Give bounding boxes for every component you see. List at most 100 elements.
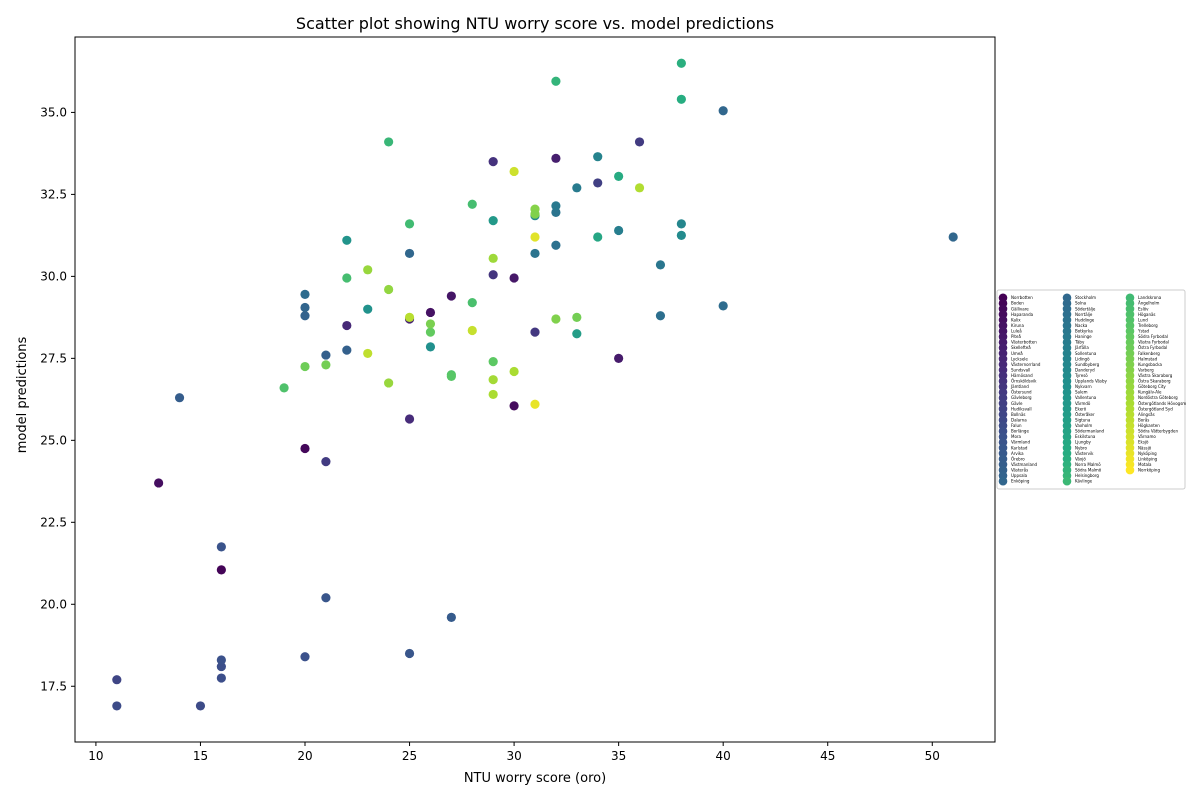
legend-label: Danderyd [1075, 367, 1095, 372]
legend-label: Kungsbacka [1138, 362, 1163, 367]
legend-label: Nacka [1075, 323, 1088, 328]
legend-label: Östersund [1011, 390, 1032, 395]
legend-label: Nyköping [1138, 451, 1157, 456]
data-point [530, 209, 540, 219]
legend-label: Eskilstuna [1075, 434, 1096, 439]
legend-label: Höganäs [1138, 312, 1156, 317]
data-point [112, 675, 122, 685]
data-point [572, 329, 582, 339]
legend-label: Örnsköldsvik [1011, 379, 1037, 384]
data-point [404, 312, 415, 322]
legend-label: Bollnäs [1011, 412, 1025, 417]
data-point [384, 378, 394, 388]
data-point [425, 327, 436, 337]
legend-label: Västmanland [1011, 462, 1038, 467]
data-point [195, 701, 206, 711]
legend-label: Halmstad [1138, 356, 1158, 361]
y-tick-label: 22.5 [40, 515, 67, 529]
x-tick-label: 15 [193, 749, 208, 763]
legend-label: Lidingö [1075, 356, 1090, 361]
legend-label: Sigtuna [1075, 417, 1091, 422]
data-point [154, 478, 164, 488]
legend-marker [998, 476, 1008, 486]
legend-label: Landskrona [1138, 295, 1162, 300]
x-tick-label: 20 [297, 749, 312, 763]
legend-label: Västerbotten [1011, 340, 1037, 345]
data-point [488, 389, 498, 400]
y-tick-label: 17.5 [40, 679, 67, 693]
legend-label: Örebro [1011, 456, 1025, 461]
x-tick-label: 40 [716, 749, 731, 763]
legend-label: Västerås [1011, 468, 1028, 473]
data-point [718, 301, 728, 311]
x-axis: 10 15 20 25 30 35 40 45 50 [88, 742, 940, 763]
legend-label: Södra Malmö [1075, 468, 1102, 473]
data-point [593, 178, 603, 188]
legend-label: Solna [1075, 301, 1087, 306]
legend-label: Norrtälje [1075, 312, 1093, 317]
legend-label: Norra Malmö [1075, 462, 1101, 467]
data-point [216, 661, 226, 672]
data-point [593, 152, 603, 162]
data-point [404, 414, 415, 424]
legend-label: Skellefteå [1011, 345, 1031, 350]
legend-label: Ljungby [1075, 440, 1091, 445]
legend-label: Borås [1138, 417, 1149, 422]
legend-label: Östra Fyrbodal [1138, 345, 1167, 350]
data-point [300, 652, 310, 662]
legend-label: Södra Fyrbodal [1138, 334, 1168, 339]
legend-label: Norrbotten [1011, 295, 1033, 300]
legend-label: Sollentuna [1075, 351, 1097, 356]
legend-label: Värnamo [1138, 434, 1156, 439]
data-point [446, 612, 456, 622]
data-point [300, 361, 310, 372]
data-point [551, 153, 561, 163]
x-tick-label: 35 [611, 749, 626, 763]
data-point [425, 307, 436, 318]
legend-label: Trelleborg [1137, 323, 1158, 328]
data-point [634, 183, 645, 193]
data-point [509, 166, 519, 177]
legend-frame [996, 289, 1186, 490]
legend-label: Nordöstra Göteborg [1138, 395, 1178, 400]
data-point [342, 235, 352, 245]
legend-label: Norrköping [1138, 468, 1160, 473]
data-point [112, 701, 122, 711]
y-tick-label: 25.0 [40, 433, 67, 447]
data-point [488, 375, 498, 385]
legend-label: Österåker [1075, 412, 1095, 417]
data-point [216, 565, 226, 575]
legend-label: Vallentuna [1075, 395, 1097, 400]
data-point [446, 291, 456, 301]
data-point [300, 289, 310, 300]
y-tick-label: 32.5 [40, 187, 67, 201]
plot-area [74, 36, 996, 743]
data-point [614, 353, 624, 363]
data-point [467, 199, 477, 209]
legend-label: Västernorrland [1011, 362, 1041, 367]
data-point [676, 230, 686, 240]
data-point [488, 253, 498, 263]
x-axis-label: NTU worry score (oro) [464, 771, 606, 786]
y-axis: 17.5 20.0 22.5 25.0 27.5 30.0 32.5 35.0 [40, 105, 75, 693]
legend-label: Falun [1011, 423, 1022, 428]
legend-item: Kävlinge [1062, 476, 1093, 486]
legend-label: Sundsvall [1011, 367, 1030, 372]
legend: NorrbottenBodenGällivareHaparandaKalixKi… [996, 289, 1186, 490]
legend-label: Stockholm [1075, 295, 1096, 300]
data-point [572, 183, 582, 193]
legend-label: Ängelholm [1138, 301, 1159, 306]
legend-marker [1125, 465, 1135, 475]
legend-label: Eslöv [1138, 306, 1149, 311]
y-axis-label: model predictions [15, 336, 30, 453]
data-point [321, 360, 331, 370]
data-point [676, 219, 686, 229]
legend-label: Kävlinge [1075, 479, 1093, 484]
legend-label: Karlstad [1011, 445, 1028, 450]
data-point [467, 325, 477, 336]
legend-label: Nybro [1075, 445, 1087, 450]
data-point [614, 225, 624, 236]
data-point [404, 648, 415, 659]
legend-item: Norrköping [1125, 465, 1160, 475]
legend-item: Enköping [998, 476, 1030, 486]
